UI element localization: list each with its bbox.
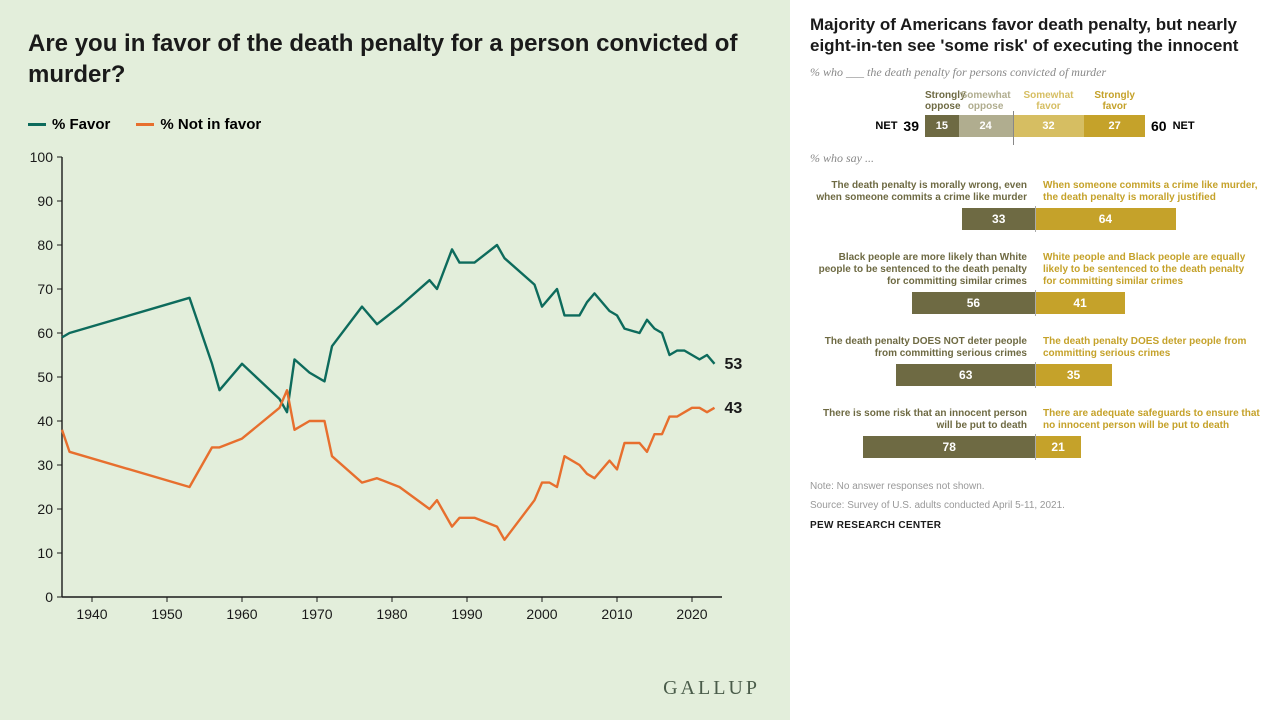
legend-swatch-notfavor xyxy=(136,123,154,126)
svg-text:20: 20 xyxy=(37,501,53,517)
pew-item-left-label: The death penalty is morally wrong, even… xyxy=(810,180,1035,204)
topbar-label-swo: Somewhatoppose xyxy=(959,90,1013,112)
pew-items: The death penalty is morally wrong, even… xyxy=(810,180,1260,458)
net-right-label: NET xyxy=(1173,120,1195,132)
legend-swatch-favor xyxy=(28,123,46,126)
svg-text:1980: 1980 xyxy=(376,606,407,622)
pew-item-1: Black people are more likely than White … xyxy=(810,252,1260,314)
pew-item-left-bar: 78 xyxy=(863,436,1035,458)
svg-text:60: 60 xyxy=(37,325,53,341)
pew-panel: Majority of Americans favor death penalt… xyxy=(790,0,1280,720)
gallup-chart: 0 10 20 30 40 50 60 70 80 90 100 1940 1950 1960 1970 19… xyxy=(28,151,766,631)
svg-text:70: 70 xyxy=(37,281,53,297)
pew-item-bar: 5641 xyxy=(810,292,1260,314)
topbar-seg-sf: 27 xyxy=(1084,115,1145,137)
pew-item-right-bar: 64 xyxy=(1035,208,1176,230)
gallup-chart-svg: 0 10 20 30 40 50 60 70 80 90 100 1940 1950 1960 1970 19… xyxy=(28,151,766,631)
svg-text:50: 50 xyxy=(37,369,53,385)
topbar-label-swf: Somewhatfavor xyxy=(1013,90,1085,112)
svg-text:1940: 1940 xyxy=(76,606,107,622)
pew-subtitle: % who ___ the death penalty for persons … xyxy=(810,65,1260,80)
svg-text:2000: 2000 xyxy=(526,606,557,622)
legend-favor: % Favor xyxy=(28,116,110,133)
pew-source-line: Source: Survey of U.S. adults conducted … xyxy=(810,499,1260,512)
svg-text:53: 53 xyxy=(725,356,743,373)
pew-item-2: The death penalty DOES NOT deter people … xyxy=(810,336,1260,386)
legend-favor-label: % Favor xyxy=(52,116,110,133)
svg-text:80: 80 xyxy=(37,237,53,253)
net-left-label: NET xyxy=(875,120,897,132)
pew-title: Majority of Americans favor death penalt… xyxy=(810,14,1260,57)
svg-text:100: 100 xyxy=(30,151,54,165)
pew-item-right-label: When someone commits a crime like murder… xyxy=(1035,180,1260,204)
pew-item-0: The death penalty is morally wrong, even… xyxy=(810,180,1260,230)
pew-topbar: 15243227 xyxy=(925,115,1145,137)
topbar-seg-swo: 24 xyxy=(959,115,1013,137)
pew-item-right-bar: 41 xyxy=(1035,292,1125,314)
gallup-panel: Are you in favor of the death penalty fo… xyxy=(0,0,790,720)
topbar-seg-so: 15 xyxy=(925,115,959,137)
pew-note: Note: No answer responses not shown. xyxy=(810,480,1260,493)
svg-text:30: 30 xyxy=(37,457,53,473)
pew-item-right-bar: 35 xyxy=(1035,364,1112,386)
svg-text:40: 40 xyxy=(37,413,53,429)
pew-item-right-label: White people and Black people are equall… xyxy=(1035,252,1260,288)
topbar-label-so: Stronglyoppose xyxy=(925,90,959,112)
svg-text:2020: 2020 xyxy=(676,606,707,622)
gallup-legend: % Favor % Not in favor xyxy=(28,116,766,133)
pew-item-3: There is some risk that an innocent pers… xyxy=(810,408,1260,458)
pew-topbar-labels: StronglyopposeSomewhatopposeSomewhatfavo… xyxy=(925,90,1145,112)
pew-subtitle2: % who say ... xyxy=(810,151,1260,166)
gallup-logo: GALLUP xyxy=(663,677,760,700)
net-left-val: 39 xyxy=(903,118,919,134)
svg-text:0: 0 xyxy=(45,589,53,605)
topbar-seg-swf: 32 xyxy=(1013,115,1085,137)
pew-item-left-bar: 56 xyxy=(912,292,1035,314)
legend-notfavor-label: % Not in favor xyxy=(160,116,261,133)
svg-text:43: 43 xyxy=(725,400,743,417)
pew-item-left-label: There is some risk that an innocent pers… xyxy=(810,408,1035,432)
pew-item-left-bar: 63 xyxy=(896,364,1035,386)
legend-notfavor: % Not in favor xyxy=(136,116,261,133)
pew-item-right-label: There are adequate safeguards to ensure … xyxy=(1035,408,1260,432)
gallup-title: Are you in favor of the death penalty fo… xyxy=(28,28,766,90)
svg-text:1950: 1950 xyxy=(151,606,182,622)
pew-item-bar: 3364 xyxy=(810,208,1260,230)
svg-text:2010: 2010 xyxy=(601,606,632,622)
svg-text:1960: 1960 xyxy=(226,606,257,622)
pew-item-right-label: The death penalty DOES deter people from… xyxy=(1035,336,1260,360)
pew-item-left-bar: 33 xyxy=(962,208,1035,230)
pew-item-left-label: Black people are more likely than White … xyxy=(810,252,1035,288)
svg-text:1970: 1970 xyxy=(301,606,332,622)
svg-text:1990: 1990 xyxy=(451,606,482,622)
svg-text:10: 10 xyxy=(37,545,53,561)
svg-text:90: 90 xyxy=(37,193,53,209)
pew-topbar-wrap: NET 39 15243227 60 NET xyxy=(810,115,1260,137)
pew-item-left-label: The death penalty DOES NOT deter people … xyxy=(810,336,1035,360)
pew-org: PEW RESEARCH CENTER xyxy=(810,520,1260,531)
pew-item-bar: 6335 xyxy=(810,364,1260,386)
pew-item-bar: 7821 xyxy=(810,436,1260,458)
topbar-label-sf: Stronglyfavor xyxy=(1084,90,1145,112)
pew-item-right-bar: 21 xyxy=(1035,436,1081,458)
net-right-val: 60 xyxy=(1151,118,1167,134)
